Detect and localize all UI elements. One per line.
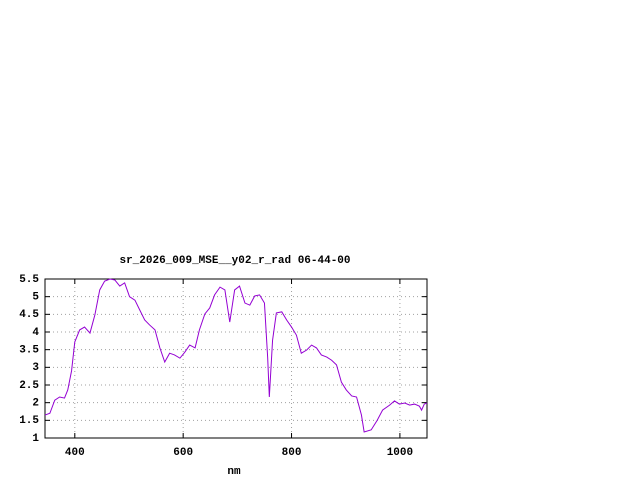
chart-title: sr_2026_009_MSE__y02_r_rad 06-44-00 <box>119 255 350 267</box>
y-tick-label: 2 <box>32 398 39 410</box>
y-tick-label: 1 <box>32 433 39 445</box>
x-axis-label: nm <box>227 466 241 478</box>
y-tick-label: 4 <box>32 327 39 339</box>
y-tick-label: 5 <box>32 292 39 304</box>
y-tick-label: 5.5 <box>19 274 39 286</box>
y-tick-label: 2.5 <box>19 380 39 392</box>
x-tick-label: 1000 <box>387 447 413 459</box>
x-tick-label: 400 <box>65 447 85 459</box>
data-line <box>44 278 428 433</box>
plot-frame <box>44 278 428 439</box>
y-tick-label: 3 <box>32 362 39 374</box>
y-tick-label: 1.5 <box>19 415 39 427</box>
x-tick-label: 600 <box>173 447 193 459</box>
y-tick-label: 3.5 <box>19 345 39 357</box>
x-tick-label: 800 <box>282 447 302 459</box>
y-tick-label: 4.5 <box>19 309 39 321</box>
